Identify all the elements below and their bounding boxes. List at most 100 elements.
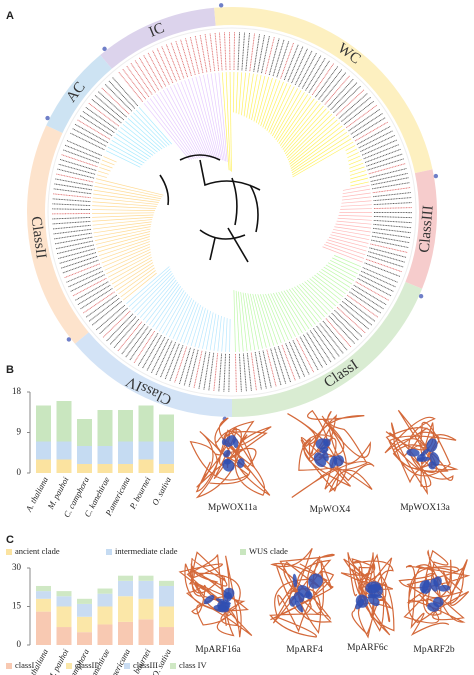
leaf-label [156,48,174,84]
branch [143,102,191,161]
bar-segment [138,619,154,645]
panel-label: B [6,364,14,376]
leaf-label [349,291,382,314]
leaf-label [194,35,204,74]
protein-helix [406,448,420,457]
leaf-label [371,177,409,186]
branch [165,294,189,336]
branch [241,72,247,116]
y-tick-label: 9 [17,427,22,437]
bar-segment [97,593,113,607]
bar-segment [138,575,154,581]
branch [342,188,371,195]
protein-helix [433,576,442,587]
leaf-label [134,60,156,93]
branch [328,236,368,248]
branch [247,293,260,350]
branch [107,146,143,166]
branch [273,90,302,139]
branch [255,76,270,123]
branch [270,86,295,135]
leaf-label [74,281,109,301]
leaf-label [245,32,251,71]
branch [349,166,365,173]
leaf-label [189,36,200,74]
legend-swatch [170,663,176,669]
bar-segment [36,405,51,442]
branch [287,116,335,161]
branch [111,259,153,285]
branch [225,72,231,171]
clade-marker [418,293,424,299]
branch [138,107,172,145]
branch [127,118,163,150]
protein-helix [322,449,329,462]
leaf-label [129,328,152,361]
protein-helix [213,604,230,613]
protein-label: MpARF16a [195,645,241,655]
clade-label: IC [147,20,167,41]
branch [104,249,151,271]
branch [311,276,342,301]
protein-helix [215,598,231,605]
leaf-label [198,351,207,390]
bar-segment [56,459,72,473]
leaf-label [241,32,246,71]
leaf-label [58,248,95,260]
branch [327,239,367,252]
branch [270,293,293,339]
protein-helix [432,597,444,608]
leaf-label [353,284,387,306]
leaf-label [199,34,208,73]
branch [331,231,370,241]
legend-swatch [106,549,112,555]
protein-helix [355,594,369,608]
branch [280,291,307,332]
leaf-label [268,38,280,76]
branch [176,82,210,158]
bar-segment [118,410,133,442]
leaf-label [82,110,115,133]
branch [316,272,346,295]
leaf-label [147,52,167,87]
protein-coil [340,552,395,639]
branch [267,293,289,341]
leaf-label [53,232,92,240]
branch [283,290,310,330]
branch [342,184,370,191]
branch [292,141,354,178]
leaf-label [309,330,332,363]
leaf-label [223,353,227,392]
clade-ring [100,7,216,69]
legend-label: intermediate clade [115,546,178,556]
bar-segment [159,585,174,607]
branch [187,304,202,345]
leaf-label [368,163,406,175]
x-tick-label: A. thaliana [23,475,50,514]
clade-ring [74,332,232,417]
branch [203,74,222,160]
branch [214,73,227,162]
leaf-label [79,115,113,137]
clade-label: ClassI [321,357,361,391]
tree-bg [47,27,417,397]
branch [337,217,372,221]
leaf-label [372,231,411,239]
leaf-label [204,33,212,72]
branch [145,281,178,323]
protein-coil [287,409,375,498]
leaf-label [70,274,105,292]
legend-swatch [6,663,12,669]
protein-helix [292,573,298,588]
tree-backbone [159,154,261,263]
protein-helix [305,591,313,600]
branch [136,275,174,316]
leaf-label [272,39,285,77]
legend-label: classIII [133,660,158,670]
branch [350,177,368,183]
bar-segment [36,441,51,460]
branch [294,286,322,320]
leaf-label [58,163,96,175]
leaf-label [357,277,392,297]
branch [92,216,153,222]
